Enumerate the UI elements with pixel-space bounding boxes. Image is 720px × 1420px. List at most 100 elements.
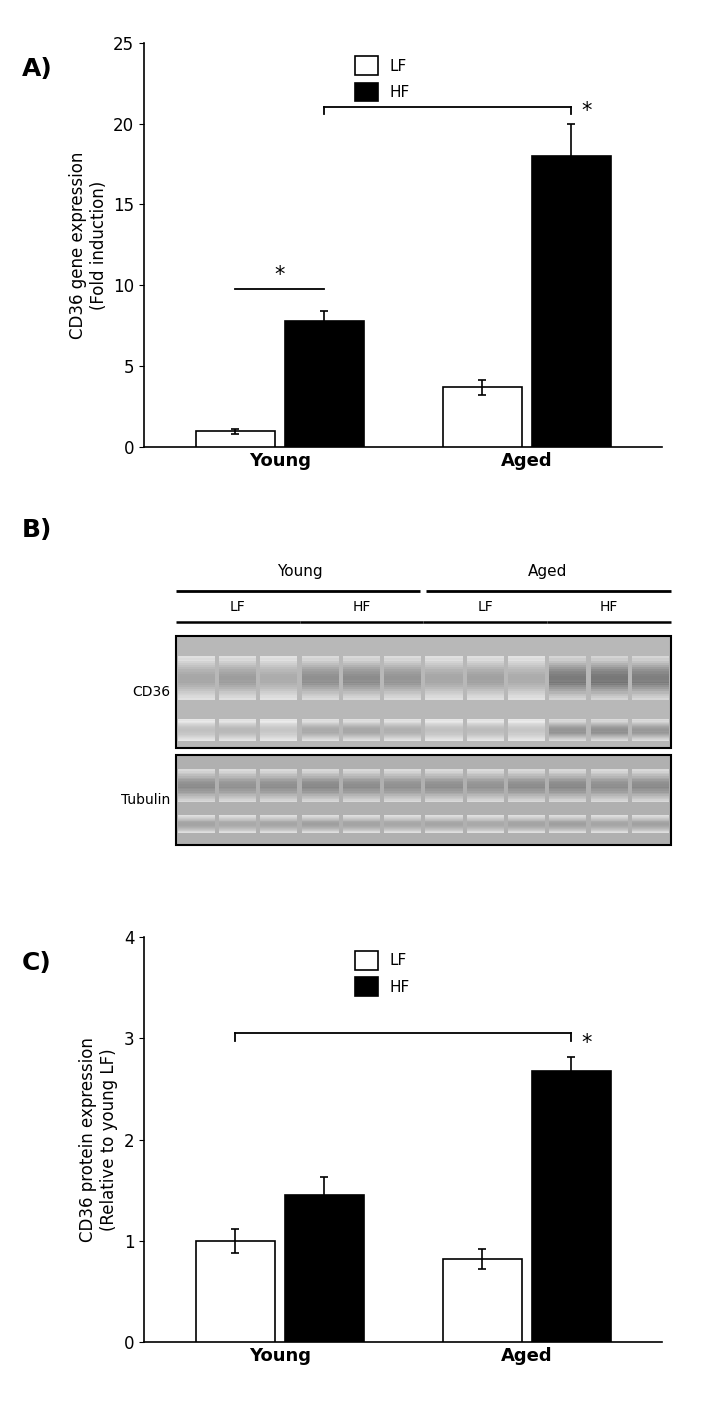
- Bar: [508, 673, 545, 676]
- Bar: [549, 672, 586, 674]
- Bar: [178, 781, 215, 782]
- Bar: [261, 657, 297, 660]
- Bar: [426, 680, 462, 683]
- Bar: [261, 669, 297, 672]
- Bar: [302, 775, 338, 778]
- Bar: [219, 791, 256, 792]
- Bar: [632, 656, 669, 659]
- Bar: [467, 672, 504, 674]
- Bar: [549, 778, 586, 780]
- Bar: [508, 771, 545, 772]
- Bar: [632, 774, 669, 777]
- Bar: [508, 775, 545, 778]
- Bar: [467, 772, 504, 774]
- Bar: [384, 797, 421, 799]
- Bar: [384, 772, 421, 774]
- Bar: [302, 693, 338, 696]
- Bar: [302, 799, 338, 801]
- Bar: [632, 696, 669, 699]
- Bar: [549, 770, 586, 771]
- Bar: [443, 388, 522, 447]
- Bar: [302, 660, 338, 663]
- Bar: [508, 799, 545, 801]
- Bar: [508, 696, 545, 699]
- Bar: [632, 797, 669, 799]
- Bar: [178, 788, 215, 790]
- Bar: [590, 696, 628, 699]
- Bar: [343, 775, 380, 778]
- Bar: [508, 657, 545, 660]
- Bar: [302, 663, 338, 665]
- Bar: [508, 795, 545, 798]
- Bar: [426, 791, 462, 792]
- Bar: [467, 669, 504, 672]
- Bar: [549, 801, 586, 802]
- Bar: [384, 799, 421, 801]
- Bar: [384, 660, 421, 663]
- Bar: [426, 801, 462, 802]
- Bar: [426, 687, 462, 689]
- Bar: [590, 689, 628, 692]
- Bar: [632, 667, 669, 669]
- Bar: [343, 680, 380, 683]
- Bar: [219, 689, 256, 692]
- Bar: [549, 665, 586, 667]
- Bar: [261, 680, 297, 683]
- Bar: [343, 667, 380, 669]
- Bar: [632, 771, 669, 772]
- Bar: [426, 780, 462, 781]
- Bar: [549, 693, 586, 696]
- Bar: [467, 657, 504, 660]
- Bar: [343, 788, 380, 790]
- Bar: [384, 676, 421, 679]
- Bar: [467, 781, 504, 782]
- Bar: [261, 672, 297, 674]
- Bar: [549, 673, 586, 676]
- Bar: [261, 780, 297, 781]
- Bar: [467, 676, 504, 679]
- Bar: [426, 781, 462, 782]
- Text: Aged: Aged: [528, 564, 567, 579]
- Legend: LF, HF: LF, HF: [348, 50, 416, 108]
- Bar: [426, 669, 462, 672]
- Bar: [426, 770, 462, 771]
- Bar: [302, 684, 338, 687]
- Bar: [261, 791, 297, 792]
- Bar: [632, 780, 669, 781]
- Bar: [508, 785, 545, 788]
- Bar: [261, 673, 297, 676]
- Bar: [426, 782, 462, 784]
- Bar: [590, 801, 628, 802]
- Bar: [426, 771, 462, 772]
- Bar: [549, 781, 586, 782]
- Bar: [632, 684, 669, 687]
- Bar: [467, 673, 504, 676]
- Bar: [590, 680, 628, 683]
- Bar: [426, 667, 462, 669]
- Bar: [384, 771, 421, 772]
- Bar: [467, 771, 504, 772]
- Bar: [261, 782, 297, 784]
- Bar: [343, 676, 380, 679]
- Bar: [426, 677, 462, 680]
- Bar: [302, 790, 338, 791]
- Bar: [343, 687, 380, 689]
- Text: C): C): [22, 951, 51, 976]
- Bar: [467, 797, 504, 799]
- Bar: [343, 656, 380, 659]
- Bar: [302, 667, 338, 669]
- Bar: [590, 784, 628, 787]
- Bar: [384, 696, 421, 699]
- Bar: [261, 784, 297, 787]
- Bar: [549, 687, 586, 689]
- Bar: [508, 797, 545, 799]
- Bar: [549, 780, 586, 781]
- Bar: [467, 799, 504, 801]
- Bar: [426, 684, 462, 687]
- Bar: [590, 799, 628, 801]
- Bar: [590, 693, 628, 696]
- Bar: [467, 692, 504, 693]
- Bar: [178, 693, 215, 696]
- Bar: [467, 677, 504, 680]
- Bar: [590, 697, 628, 700]
